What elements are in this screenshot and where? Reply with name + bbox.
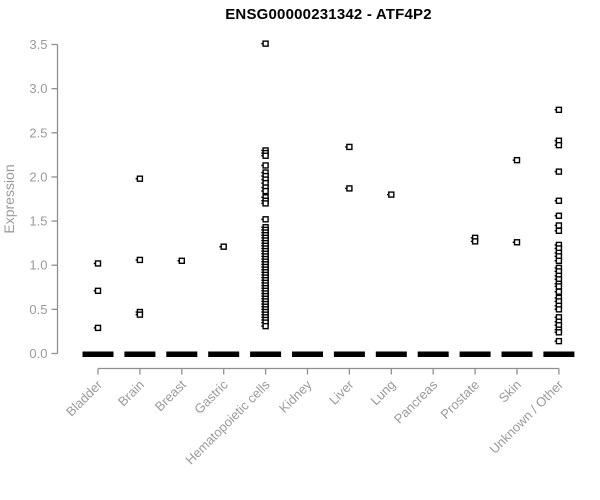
zero-cluster-dash — [333, 351, 365, 357]
data-point — [555, 257, 563, 264]
zero-cluster-dash — [375, 351, 407, 357]
zero-cluster-dash — [208, 351, 240, 357]
data-point — [555, 106, 563, 114]
x-tick-label-gastric: Gastric — [191, 377, 231, 417]
data-point — [262, 162, 269, 169]
data-point — [555, 197, 563, 204]
y-tick-label: 3.5 — [29, 37, 47, 52]
x-tick-label-breast: Breast — [152, 377, 189, 414]
data-point — [94, 287, 102, 295]
zero-cluster-dash — [124, 351, 156, 357]
x-tick-label-brain: Brain — [115, 377, 147, 409]
zero-cluster-dash — [417, 351, 449, 357]
y-axis-title: Expression — [1, 164, 17, 233]
data-point — [555, 288, 563, 295]
data-point — [555, 329, 563, 336]
y-tick-label: 1.0 — [29, 258, 47, 273]
x-tick-label-prostate: Prostate — [437, 377, 482, 422]
data-point — [94, 260, 102, 267]
y-tick-label: 0.0 — [29, 346, 47, 361]
y-tick-label: 2.5 — [29, 125, 47, 140]
data-point — [555, 141, 563, 149]
data-point — [555, 222, 563, 229]
data-point — [262, 216, 269, 223]
chart-title: ENSG00000231342 - ATF4P2 — [225, 6, 432, 23]
data-point — [178, 257, 186, 264]
x-tick-label-skin: Skin — [496, 377, 524, 405]
data-point — [555, 306, 563, 313]
zero-cluster-dash — [292, 351, 323, 357]
data-point — [262, 200, 269, 207]
x-tick-label-bladder: Bladder — [63, 377, 106, 420]
y-tick-label: 2.0 — [29, 169, 47, 184]
x-tick-label-unknown-other: Unknown / Other — [486, 377, 566, 457]
y-tick-label: 0.5 — [29, 302, 47, 317]
data-point — [555, 168, 563, 175]
data-point — [346, 143, 353, 151]
data-point — [136, 256, 144, 264]
data-point — [555, 227, 563, 234]
y-tick-label: 1.5 — [29, 214, 47, 229]
data-point — [555, 212, 563, 219]
zero-cluster-dash — [82, 351, 114, 357]
data-point — [513, 156, 521, 164]
data-point — [262, 187, 269, 195]
x-tick-label-pancreas: Pancreas — [391, 377, 441, 427]
data-point — [555, 283, 563, 290]
data-point — [262, 40, 269, 47]
data-point — [136, 175, 144, 182]
y-tick-label: 3.0 — [29, 81, 47, 96]
data-point — [262, 322, 269, 330]
x-tick-label-liver: Liver — [326, 377, 357, 408]
data-point — [262, 152, 269, 159]
data-point — [220, 243, 227, 250]
x-tick-label-lung: Lung — [367, 377, 398, 408]
data-point — [555, 337, 563, 345]
zero-cluster-dash — [166, 351, 198, 357]
zero-cluster-dash — [543, 351, 575, 357]
data-point — [346, 185, 353, 192]
data-point — [94, 324, 102, 332]
data-point — [388, 191, 395, 198]
zero-cluster-dash — [501, 351, 533, 357]
zero-cluster-dash — [459, 351, 491, 357]
data-point — [471, 238, 479, 245]
data-point — [136, 311, 144, 318]
data-point — [513, 239, 521, 246]
zero-cluster-dash — [250, 351, 282, 357]
x-tick-label-kidney: Kidney — [276, 377, 315, 416]
